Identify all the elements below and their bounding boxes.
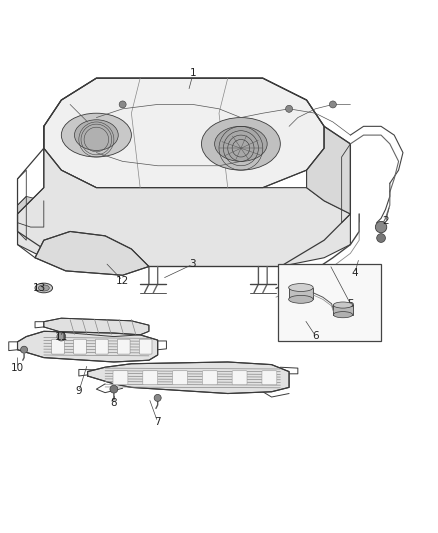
Polygon shape bbox=[44, 318, 149, 336]
Polygon shape bbox=[18, 197, 44, 227]
FancyBboxPatch shape bbox=[95, 339, 108, 354]
FancyBboxPatch shape bbox=[232, 371, 247, 385]
FancyBboxPatch shape bbox=[262, 371, 277, 385]
Ellipse shape bbox=[289, 284, 313, 292]
Ellipse shape bbox=[289, 295, 313, 303]
Polygon shape bbox=[18, 148, 350, 266]
FancyBboxPatch shape bbox=[113, 371, 128, 385]
Text: 11: 11 bbox=[55, 333, 68, 343]
Ellipse shape bbox=[215, 126, 267, 161]
Text: 5: 5 bbox=[347, 298, 354, 309]
Text: 7: 7 bbox=[154, 417, 161, 427]
Text: 9: 9 bbox=[75, 386, 82, 397]
Ellipse shape bbox=[39, 285, 49, 291]
Text: 4: 4 bbox=[351, 268, 358, 278]
Polygon shape bbox=[333, 305, 353, 314]
FancyBboxPatch shape bbox=[143, 371, 158, 385]
Text: 6: 6 bbox=[312, 330, 319, 341]
Circle shape bbox=[286, 106, 293, 112]
Ellipse shape bbox=[61, 113, 131, 157]
Circle shape bbox=[119, 101, 126, 108]
Text: 12: 12 bbox=[116, 276, 129, 286]
Circle shape bbox=[377, 233, 385, 243]
Text: 10: 10 bbox=[11, 363, 24, 373]
FancyBboxPatch shape bbox=[173, 371, 187, 385]
Polygon shape bbox=[35, 231, 149, 275]
Text: 8: 8 bbox=[110, 398, 117, 408]
Polygon shape bbox=[289, 287, 313, 300]
Circle shape bbox=[154, 394, 161, 401]
Bar bbox=[278, 264, 381, 341]
Circle shape bbox=[329, 101, 336, 108]
Text: 13: 13 bbox=[33, 282, 46, 293]
Text: 1: 1 bbox=[189, 68, 196, 78]
Circle shape bbox=[375, 221, 387, 233]
Ellipse shape bbox=[333, 312, 353, 318]
FancyBboxPatch shape bbox=[139, 339, 152, 354]
FancyBboxPatch shape bbox=[202, 371, 217, 385]
FancyBboxPatch shape bbox=[74, 339, 86, 354]
Ellipse shape bbox=[35, 283, 53, 293]
Ellipse shape bbox=[333, 302, 353, 308]
Polygon shape bbox=[44, 78, 324, 188]
Text: 2: 2 bbox=[382, 215, 389, 225]
Ellipse shape bbox=[201, 118, 280, 170]
Circle shape bbox=[57, 332, 66, 341]
Text: 3: 3 bbox=[189, 260, 196, 269]
Circle shape bbox=[21, 346, 28, 353]
FancyBboxPatch shape bbox=[52, 339, 64, 354]
FancyBboxPatch shape bbox=[117, 339, 130, 354]
Circle shape bbox=[110, 385, 118, 393]
Polygon shape bbox=[307, 126, 350, 214]
Polygon shape bbox=[18, 332, 158, 362]
Polygon shape bbox=[88, 362, 289, 393]
Ellipse shape bbox=[74, 120, 118, 150]
